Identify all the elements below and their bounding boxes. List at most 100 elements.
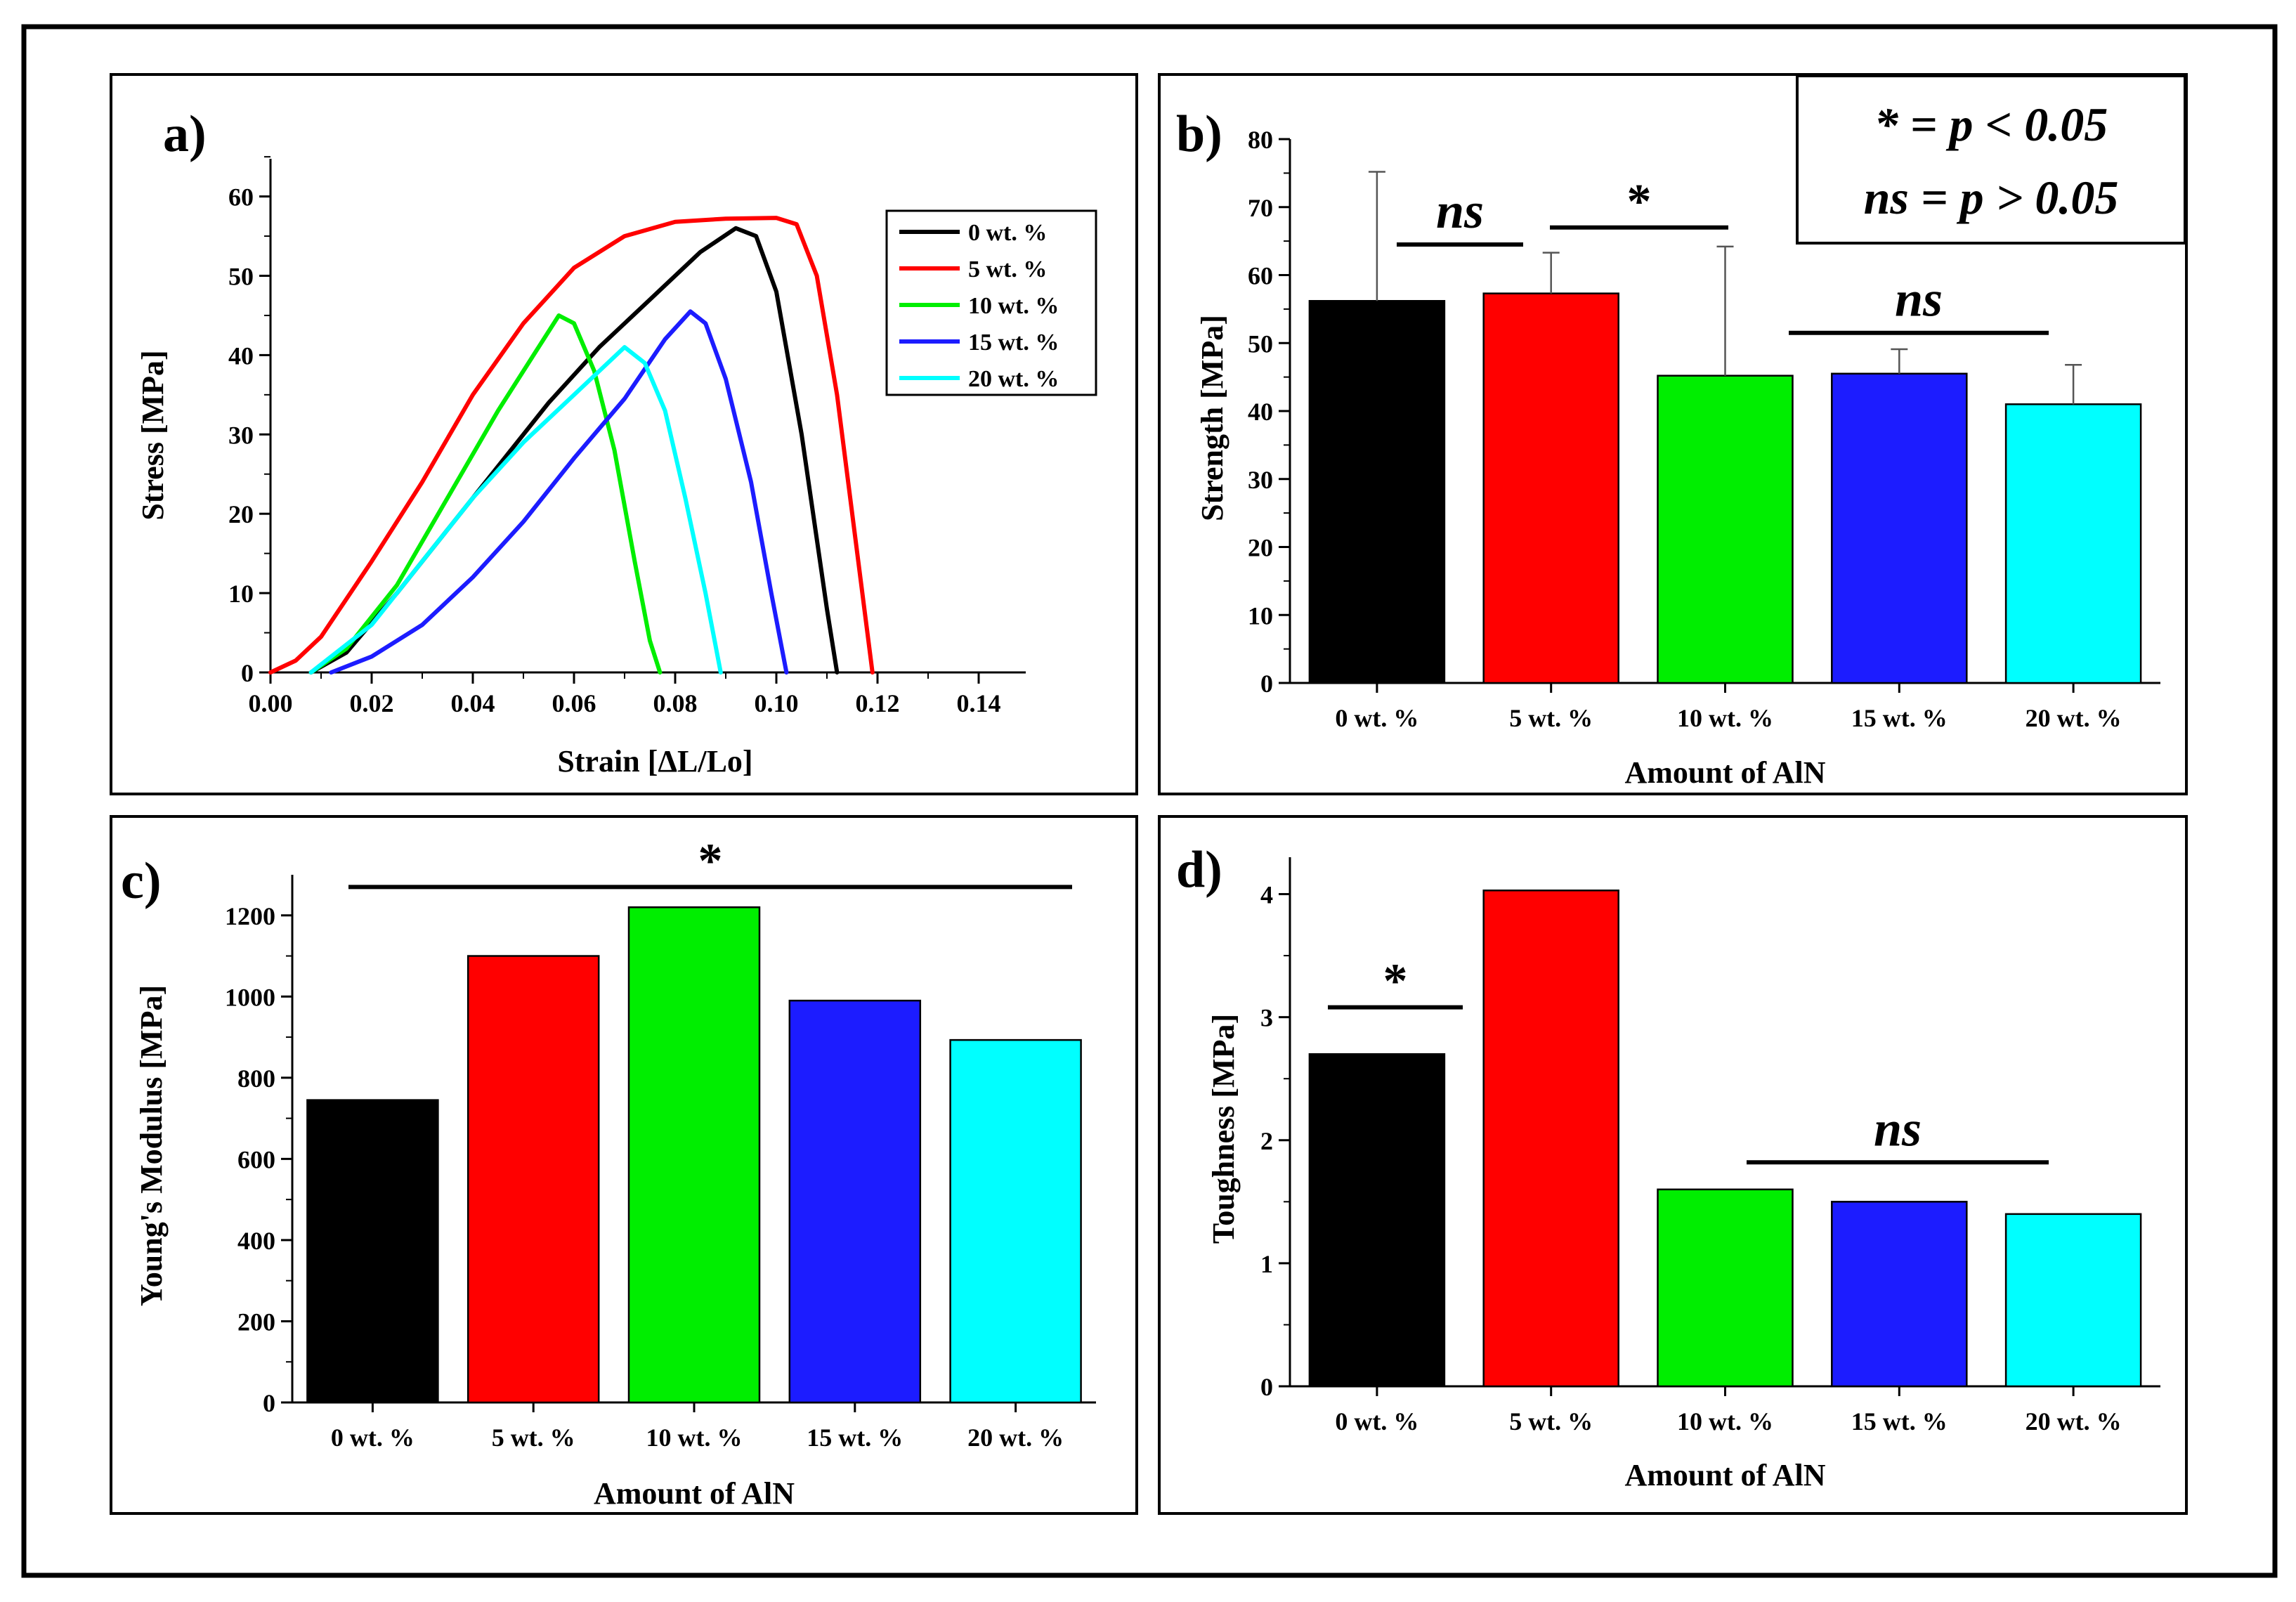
y-tick-label: 50 xyxy=(228,263,254,291)
panel-c-frame xyxy=(110,815,1138,1515)
x-tick-label: 15 wt. % xyxy=(807,1424,903,1452)
y-tick-label: 80 xyxy=(1248,126,1273,154)
bar-2 xyxy=(1657,375,1794,684)
y-tick-label: 4 xyxy=(1260,881,1273,909)
legend-label: 5 wt. % xyxy=(968,256,1047,282)
bar-3 xyxy=(1831,1201,1968,1388)
y-tick-label: 10 xyxy=(228,580,254,608)
y-axis-title: Toughness [MPa] xyxy=(1206,1014,1241,1244)
y-tick-label: 30 xyxy=(228,421,254,449)
x-axis-title: Amount of AlN xyxy=(1624,755,1825,790)
panel-d-label: d) xyxy=(1176,841,1222,899)
y-axis-title: Stress [MPa] xyxy=(136,350,170,520)
x-tick-label: 15 wt. % xyxy=(1851,704,1948,732)
x-axis-title: Amount of AlN xyxy=(1624,1458,1825,1492)
bar-2 xyxy=(1657,1188,1794,1388)
significance-label-0: * xyxy=(698,834,723,888)
x-tick-label: 20 wt. % xyxy=(2026,704,2122,732)
x-tick-label: 20 wt. % xyxy=(2026,1407,2122,1435)
series-line-1 xyxy=(268,216,875,675)
bar-2 xyxy=(627,906,761,1404)
bar-3 xyxy=(788,999,922,1404)
y-tick-label: 10 xyxy=(1248,601,1273,630)
x-tick-label: 0.06 xyxy=(552,689,596,717)
bar-0 xyxy=(306,1099,439,1404)
y-tick-label: 200 xyxy=(237,1308,275,1336)
y-tick-label: 0 xyxy=(1260,670,1273,698)
panel-c-label: c) xyxy=(121,852,162,910)
legend-label: 0 wt. % xyxy=(968,220,1047,246)
x-axis-title: Strain [ΔL/Lo] xyxy=(557,744,752,779)
bar-1 xyxy=(467,955,600,1404)
x-tick-label: 0.02 xyxy=(350,689,394,717)
y-tick-label: 1 xyxy=(1260,1250,1273,1278)
x-tick-label: 0.10 xyxy=(755,689,799,717)
bar-1 xyxy=(1482,890,1619,1388)
significance-label-0: * xyxy=(1383,955,1408,1009)
key-line-2: ns = p > 0.05 xyxy=(1864,171,2119,224)
y-tick-label: 30 xyxy=(1248,466,1273,494)
y-tick-label: 70 xyxy=(1248,194,1273,222)
bar-0 xyxy=(1308,1053,1446,1388)
significance-label-1: * xyxy=(1627,175,1652,229)
x-tick-label: 0.12 xyxy=(856,689,900,717)
y-tick-label: 400 xyxy=(237,1227,275,1255)
panel-a-stress-strain: a) 0 10 20 30 40 50 60 0.00 0.02 0.04 0.06 0.08 0.10 0… xyxy=(136,105,1097,779)
panel-a-frame xyxy=(110,73,1138,795)
y-tick-label: 0 xyxy=(263,1389,275,1417)
y-tick-label: 0 xyxy=(1260,1373,1273,1401)
y-axis-title: Young's Modulus [MPa] xyxy=(134,985,169,1306)
y-tick-label: 0 xyxy=(241,659,254,687)
x-tick-label: 5 wt. % xyxy=(1509,1407,1593,1435)
x-tick-label: 10 wt. % xyxy=(646,1424,743,1452)
series-line-4 xyxy=(308,345,723,675)
y-tick-label: 40 xyxy=(228,341,254,370)
x-tick-label: 0.14 xyxy=(957,689,1001,717)
x-tick-label: 5 wt. % xyxy=(492,1424,575,1452)
x-tick-label: 0 wt. % xyxy=(331,1424,415,1452)
y-tick-label: 20 xyxy=(228,500,254,528)
panel-d-toughness: d) 0 1 2 3 4 0 wt. % 5 wt. % 10 wt. % 15 wt. % 20 … xyxy=(1176,841,2160,1492)
panel-d-frame xyxy=(1158,815,2188,1515)
y-tick-label: 1200 xyxy=(225,902,275,930)
legend-label: 15 wt. % xyxy=(968,330,1059,356)
bar-3 xyxy=(1831,372,1968,684)
panel-b-label: b) xyxy=(1176,105,1222,163)
outer-frame xyxy=(21,24,2278,1578)
x-tick-label: 0.08 xyxy=(653,689,698,717)
series-line-3 xyxy=(329,309,789,675)
y-tick-label: 800 xyxy=(237,1064,275,1093)
y-tick-label: 2 xyxy=(1260,1127,1273,1155)
y-axis-title: Strength [MPa] xyxy=(1195,315,1229,521)
y-tick-label: 20 xyxy=(1248,534,1273,562)
bar-0 xyxy=(1308,300,1446,684)
legend: 0 wt. % 5 wt. % 10 wt. % 15 wt. % 20 wt. % xyxy=(885,209,1097,396)
x-tick-label: 0 wt. % xyxy=(1335,1407,1418,1435)
significance-label-0: ns xyxy=(1436,183,1484,239)
x-tick-label: 20 wt. % xyxy=(967,1424,1064,1452)
x-tick-label: 0.04 xyxy=(451,689,495,717)
y-tick-label: 3 xyxy=(1260,1004,1273,1032)
panel-a-label: a) xyxy=(163,105,207,163)
panel-b-strength: b) 0 10 20 30 40 50 60 70 80 0 wt. % 5 wt. % 10 wt. … xyxy=(1176,74,2186,790)
significance-label-2: ns xyxy=(1895,271,1943,327)
bar-4 xyxy=(2004,403,2142,684)
panel-b-frame xyxy=(1158,73,2188,795)
key-box xyxy=(1796,74,2186,245)
y-tick-label: 1000 xyxy=(225,983,275,1011)
legend-label: 10 wt. % xyxy=(968,293,1059,319)
y-tick-label: 60 xyxy=(228,183,254,211)
bar-4 xyxy=(949,1038,1082,1404)
significance-label-1: ns xyxy=(1874,1100,1922,1157)
legend-label: 20 wt. % xyxy=(968,366,1059,392)
x-axis-title: Amount of AlN xyxy=(594,1476,795,1511)
bar-4 xyxy=(2004,1213,2142,1388)
y-tick-label: 50 xyxy=(1248,330,1273,358)
x-tick-label: 5 wt. % xyxy=(1509,704,1593,732)
x-tick-label: 10 wt. % xyxy=(1677,1407,1773,1435)
y-tick-label: 60 xyxy=(1248,262,1273,290)
x-tick-label: 0.00 xyxy=(249,689,293,717)
x-tick-label: 15 wt. % xyxy=(1851,1407,1948,1435)
key-line-1: * = p < 0.05 xyxy=(1874,98,2108,151)
x-tick-label: 0 wt. % xyxy=(1335,704,1418,732)
